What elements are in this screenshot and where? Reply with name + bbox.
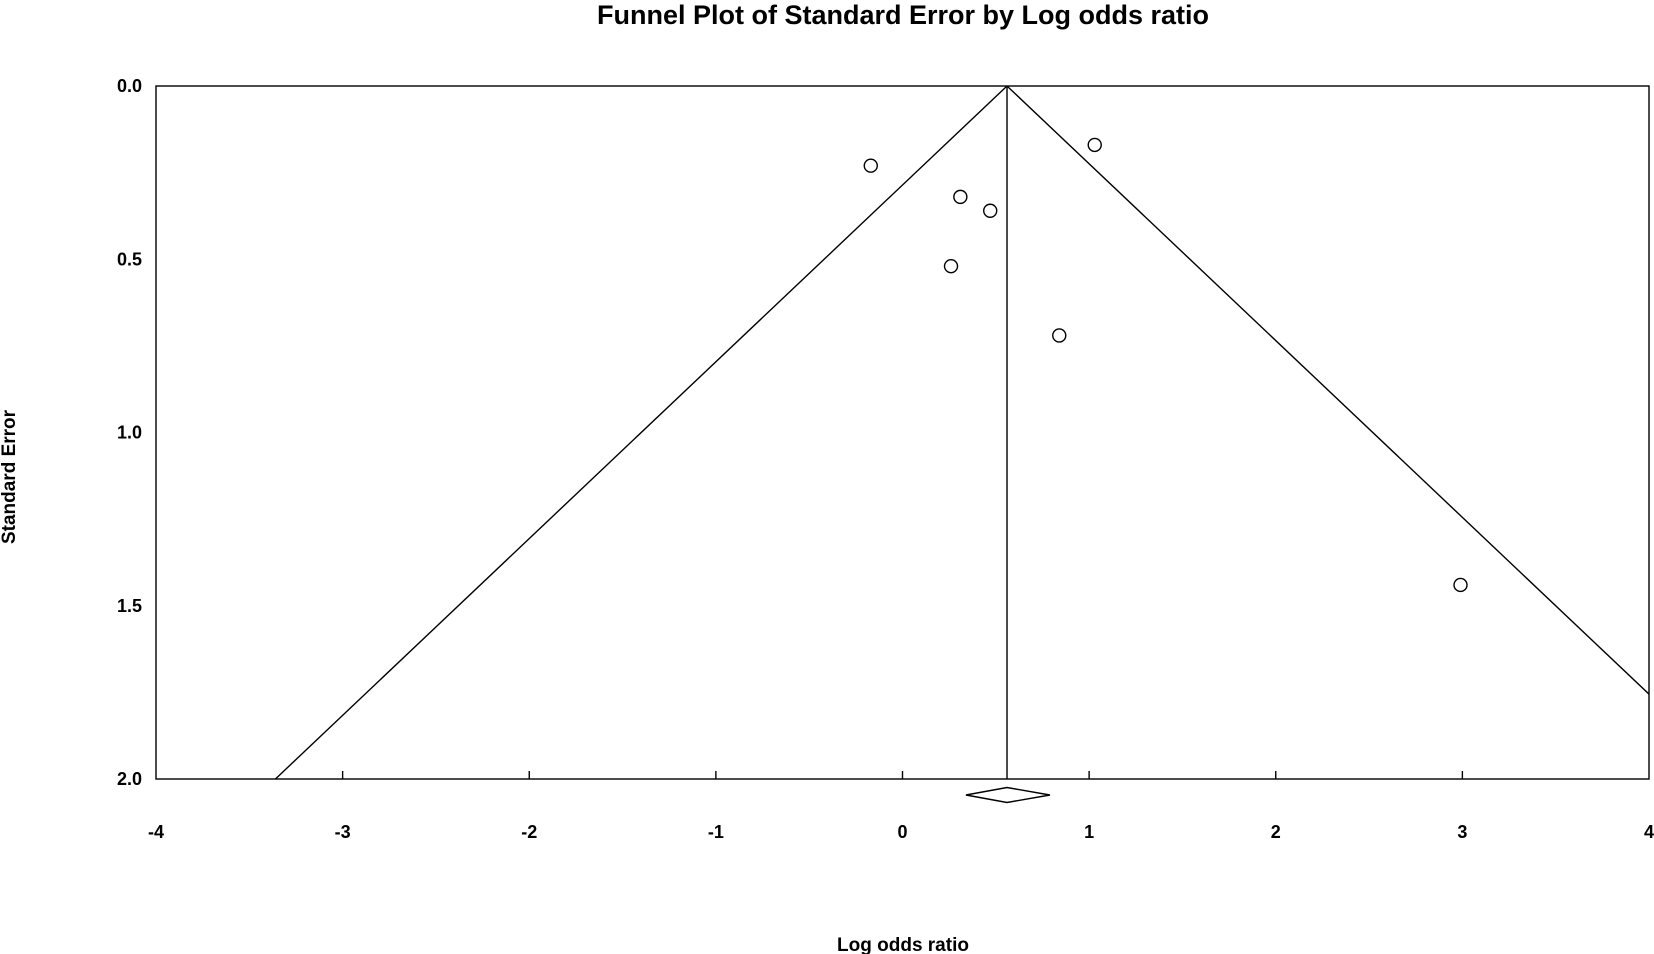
study-point	[1087, 137, 1102, 153]
y-tick-label: 0.0	[117, 76, 142, 96]
y-tick-label: 2.0	[117, 769, 142, 789]
funnel-right-limit-line	[1006, 86, 1649, 696]
x-tick-label: 2	[1271, 822, 1281, 842]
x-tick-label: 4	[1644, 822, 1654, 842]
y-tick-label: 0.5	[117, 249, 142, 269]
x-tick-label: 1	[1084, 822, 1094, 842]
y-tick-label: 1.5	[117, 596, 142, 616]
study-point	[1453, 577, 1468, 593]
study-point	[863, 158, 878, 173]
study-point	[943, 258, 959, 274]
study-point	[1052, 328, 1067, 343]
x-tick-label: -1	[708, 822, 724, 842]
x-axis-title: Log odds ratio	[837, 935, 969, 954]
y-axis-title: Standard Error	[0, 409, 20, 544]
y-axis-ticks: 0.0 0.5 1.0 1.5 2.0	[117, 76, 142, 789]
plot-area-frame	[155, 85, 1650, 780]
x-tick-label: 3	[1457, 822, 1467, 842]
funnel-layer	[274, 86, 1649, 779]
study-point	[953, 189, 968, 205]
x-tick-label: -4	[148, 822, 164, 842]
summary-diamond	[965, 786, 1051, 804]
x-tick-label: 0	[897, 822, 907, 842]
y-tick-label: 1.0	[117, 423, 142, 443]
study-points	[863, 137, 1468, 593]
chart-title: Funnel Plot of Standard Error by Log odd…	[597, 0, 1209, 30]
x-tick-label: -2	[521, 822, 537, 842]
x-axis-ticks: -4 -3 -2 -1 0 1 2 3 4	[148, 771, 1654, 842]
study-point	[983, 203, 998, 218]
x-tick-label: -3	[335, 822, 351, 842]
funnel-left-limit-line	[274, 86, 1008, 779]
